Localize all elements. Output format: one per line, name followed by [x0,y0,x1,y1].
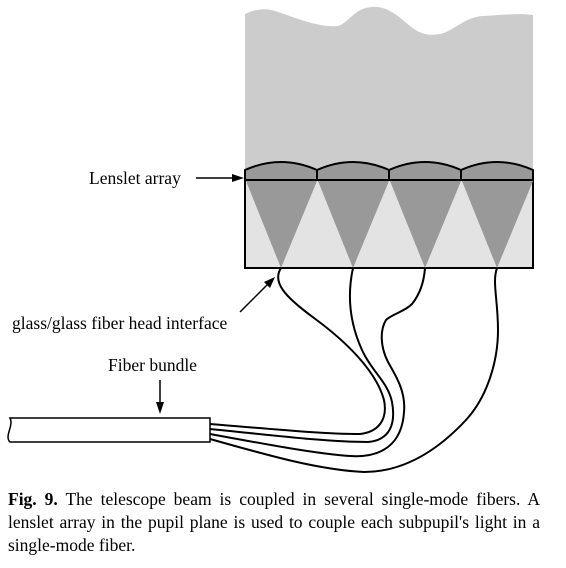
interface-arrow-line [239,283,269,313]
fibers [209,267,500,474]
light-cones [246,181,533,268]
bundle-arrow-head [156,402,164,414]
annotation-arrows [156,174,275,414]
lenslet-arrow-head [232,174,244,182]
caption-prefix: Fig. 9. [8,489,58,509]
fiber-bundle-label: Fiber bundle [108,355,197,375]
interface-label: glass/glass fiber head interface [12,313,227,333]
lenslet-array-label: Lenslet array [89,168,181,188]
telescope-beam [245,6,533,172]
cone-4 [462,181,533,268]
lenslet-array [244,161,534,181]
fiber-1 [209,267,386,436]
fiber-bundle [7,417,211,443]
fiber-coupling-diagram: Lenslet array glass/glass fiber head int… [7,6,534,474]
caption-text: The telescope beam is coupled in several… [8,489,540,555]
cone-3 [390,181,461,268]
lenslet-4 [460,161,534,181]
fiber-4 [209,267,500,474]
interface-arrow-head [264,277,275,288]
cone-1 [246,181,317,268]
cone-2 [318,181,389,268]
fiber-3 [209,267,426,458]
fiber-2 [209,267,395,444]
figure-caption: Fig. 9. The telescope beam is coupled in… [8,488,540,557]
